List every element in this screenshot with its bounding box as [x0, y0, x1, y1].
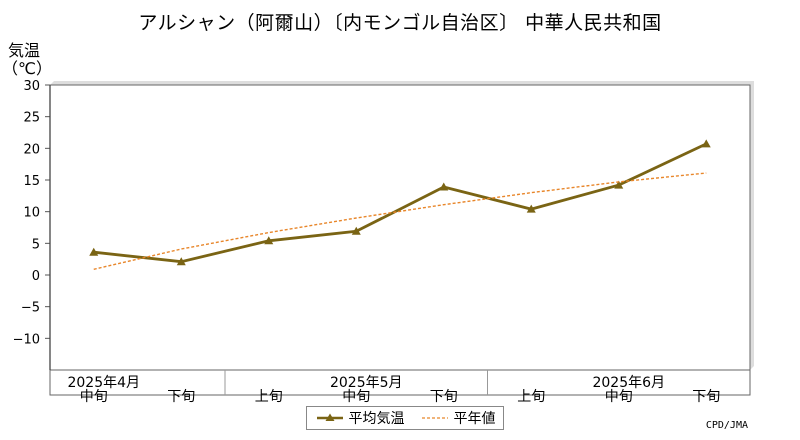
y-tick-label: 10 — [23, 206, 40, 221]
y-tick-label: −5 — [21, 301, 40, 316]
chart-title: アルシャン（阿爾山）〔内モンゴル自治区〕 中華人民共和国 — [138, 12, 662, 34]
y-tick-label: 5 — [32, 237, 40, 252]
data-point-mean — [526, 204, 536, 213]
data-point-mean — [439, 182, 449, 191]
x-tick-label: 中旬 — [605, 389, 633, 405]
series-line-mean — [93, 142, 707, 264]
plot-area — [49, 84, 751, 371]
y-tick-label: 20 — [23, 142, 40, 157]
x-label-band — [49, 369, 751, 396]
y-axis-title: 気温 — [7, 41, 40, 60]
legend-item-normal: 平年値 — [420, 408, 496, 428]
series-layer — [89, 139, 711, 270]
x-tick-label: 中旬 — [80, 389, 108, 405]
y-tick-label: 15 — [23, 174, 40, 189]
month-label: 2025年5月 — [330, 375, 403, 391]
legend-normal-label: 平年値 — [453, 411, 496, 427]
y-tick-label: 30 — [23, 79, 40, 94]
data-point-mean — [701, 139, 711, 148]
y-axis-label: 気温 （℃） — [2, 41, 52, 78]
y-axis-unit: （℃） — [2, 59, 52, 78]
legend-mean-symbol — [316, 413, 343, 421]
series-line-normal — [93, 172, 707, 270]
month-label: 2025年6月 — [592, 375, 665, 391]
x-tick-label: 下旬 — [430, 389, 458, 405]
credit-text: CPD/JMA — [705, 420, 748, 431]
data-point-mean — [351, 226, 361, 235]
x-tick-label: 下旬 — [692, 389, 720, 405]
x-tick-label: 上旬 — [255, 389, 283, 405]
legend-mean-label: 平均気温 — [348, 411, 405, 427]
x-tick-labels: 中旬 下旬 上旬 中旬 下旬 上旬 中旬 下旬 2025年4月 2025年5月 2025年6月 — [67, 375, 720, 405]
data-point-mean — [614, 180, 624, 189]
legend-normal-symbol — [421, 417, 448, 419]
legend: 平均気温 平年値 — [306, 406, 504, 430]
month-label: 2025年4月 — [67, 375, 140, 391]
legend-item-mean: 平均気温 — [315, 408, 405, 428]
x-tick-label: 上旬 — [517, 389, 545, 405]
axes — [45, 81, 754, 396]
y-tick-labels: 30 25 20 15 10 5 0 −5 −10 — [13, 79, 40, 347]
y-tick-label: 25 — [23, 111, 40, 126]
x-tick-label: 下旬 — [167, 389, 195, 405]
y-tick-label: −10 — [13, 332, 40, 347]
y-tick-label: 0 — [32, 269, 40, 284]
x-tick-label: 中旬 — [342, 389, 370, 405]
data-point-mean — [176, 257, 186, 266]
data-point-mean — [89, 247, 99, 256]
data-point-mean — [264, 236, 274, 245]
